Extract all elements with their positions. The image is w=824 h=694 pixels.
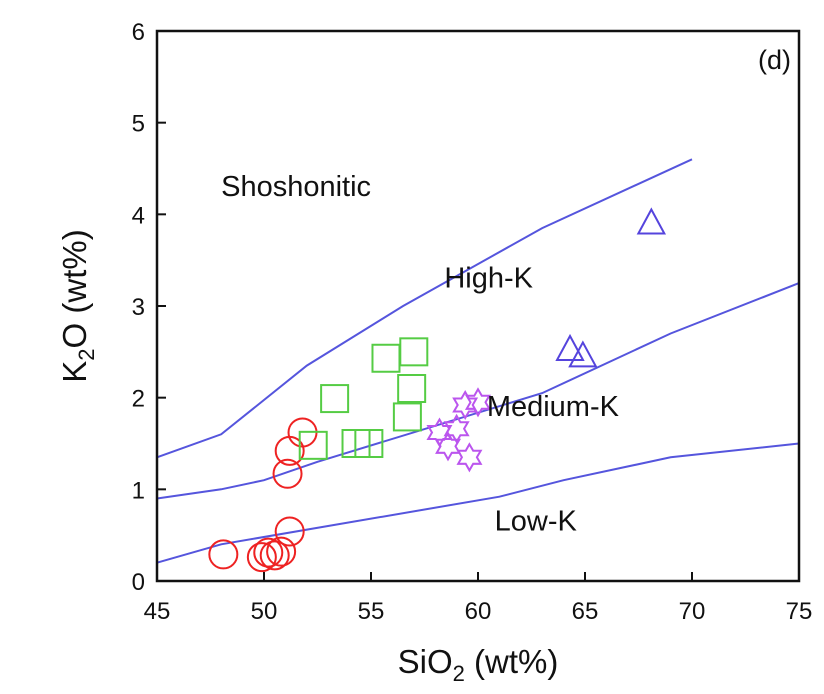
panel-label: (d) (758, 45, 791, 75)
y-tick-label-3: 3 (132, 294, 145, 321)
y-tick-label-6: 6 (132, 19, 145, 46)
circle-point-4 (259, 540, 290, 571)
x-tick-label-70: 70 (679, 598, 706, 625)
x-axis-title-sub: 2 (453, 661, 465, 686)
triangle-point-1 (555, 333, 585, 361)
x-tick-label-75: 75 (786, 598, 813, 625)
regions-layer: Shoshonitic High-K Medium-K Low-K (221, 171, 619, 538)
star-point-4 (452, 389, 479, 421)
boundary-line-1 (156, 158, 693, 459)
x-ticks: 45 50 55 60 65 70 75 (144, 572, 813, 625)
square-point-8 (399, 337, 429, 367)
region-label-4: Low-K (495, 506, 578, 538)
plot-frame (155, 29, 801, 583)
x-tick-label-45: 45 (144, 598, 171, 625)
region-label-2: High-K (444, 263, 533, 295)
y-tick-label-5: 5 (132, 111, 145, 138)
x-axis-title-main: SiO (398, 643, 453, 680)
y-ticks: 0 1 2 3 4 5 6 (132, 19, 166, 596)
square-point-4 (354, 429, 384, 458)
star-point-5 (456, 442, 483, 473)
star-point-2 (435, 431, 462, 462)
x-tick-label-60: 60 (465, 598, 492, 625)
triangle-point-3 (636, 207, 667, 235)
square-point-7 (397, 374, 427, 403)
y-tick-label-1: 1 (132, 477, 145, 504)
x-tick-label-55: 55 (358, 598, 385, 625)
x-tick-label-65: 65 (572, 598, 599, 625)
square-point-6 (392, 402, 422, 432)
x-tick-label-50: 50 (251, 598, 278, 625)
region-label-3: Medium-K (487, 391, 620, 423)
boundary-line-3 (156, 442, 800, 564)
triangle-point-2 (568, 340, 598, 368)
circle-point-1 (208, 539, 239, 570)
circle-point-2 (246, 542, 277, 573)
circle-point-7 (272, 458, 303, 489)
region-label-1: Shoshonitic (221, 171, 371, 203)
square-point-5 (371, 343, 401, 373)
y-axis-title: K2O (wt%) (56, 229, 99, 382)
square-point-2 (320, 384, 350, 414)
x-axis-title-unit: (wt%) (465, 643, 559, 680)
y-tick-label-2: 2 (132, 386, 145, 413)
y-axis-title-sub: 2 (74, 348, 99, 360)
points-layer (208, 207, 667, 573)
y-tick-label-0: 0 (132, 569, 145, 596)
star-point-3 (443, 413, 470, 444)
x-axis-title: SiO2 (wt%) (398, 643, 559, 686)
boundary-line-2 (156, 282, 800, 500)
y-axis-title-main: K (56, 361, 93, 383)
square-point-1 (298, 430, 328, 460)
star-point-6 (464, 387, 492, 418)
circle-point-5 (266, 536, 297, 567)
circle-point-3 (253, 537, 284, 568)
circle-point-6 (274, 516, 305, 547)
boundaries-layer (156, 158, 800, 564)
y-axis-title-rest: O (wt%) (56, 229, 93, 348)
y-tick-label-4: 4 (132, 202, 145, 229)
